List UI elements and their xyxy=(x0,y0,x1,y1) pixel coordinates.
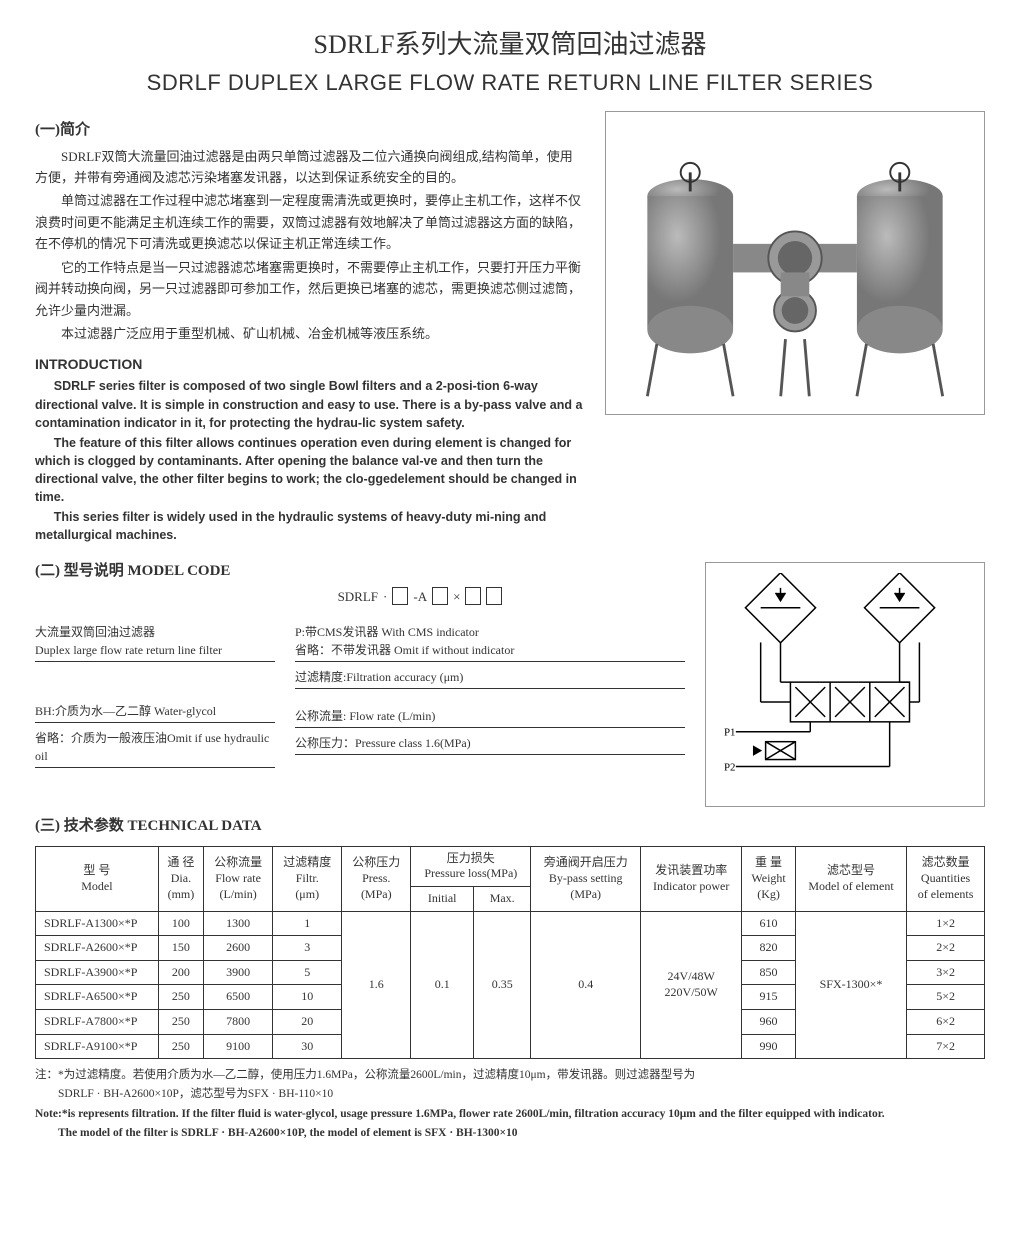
intro-p2: 单筒过滤器在工作过程中滤芯堵塞到一定程度需清洗或更换时，要停止主机工作，这样不仅… xyxy=(35,190,585,254)
table-row: SDRLF-A1300×*P100130011.60.10.350.424V/4… xyxy=(36,911,985,936)
introduction-heading: INTRODUCTION xyxy=(35,354,585,375)
code-box-3 xyxy=(465,587,481,605)
code-box-2 xyxy=(432,587,448,605)
section-intro-cn: (一)简介 xyxy=(35,119,585,142)
footnotes: 注：*为过滤精度。若使用介质为水—乙二醇，使用压力1.6MPa，公称流量2600… xyxy=(35,1067,985,1142)
port-p1: P1 xyxy=(724,726,736,738)
intro-p3: 它的工作特点是当一只过滤器滤芯堵塞需更换时，不需要停止主机工作，只要打开压力平衡… xyxy=(35,257,585,321)
title-en: SDRLF DUPLEX LARGE FLOW RATE RETURN LINE… xyxy=(35,66,985,99)
duplex-filter-illustration xyxy=(614,120,976,406)
intro-en-p3: This series filter is widely used in the… xyxy=(35,508,585,544)
mc-filter-name: 大流量双筒回油过滤器 Duplex large flow rate return… xyxy=(35,621,275,662)
code-box-1 xyxy=(392,587,408,605)
mc-flow: 公称流量: Flow rate (L/min) xyxy=(295,705,685,728)
port-p2: P2 xyxy=(724,761,736,773)
code-box-4 xyxy=(486,587,502,605)
hydraulic-schematic: P1 P2 xyxy=(705,562,985,808)
section-model-code: (二) 型号说明 MODEL CODE xyxy=(35,560,685,583)
code-a: -A xyxy=(413,587,427,607)
intro-en-p2: The feature of this filter allows contin… xyxy=(35,434,585,507)
mc-p-indicator: P:带CMS发讯器 With CMS indicator省略：不带发讯器 Omi… xyxy=(295,621,685,662)
code-prefix: SDRLF xyxy=(338,587,378,607)
title-cn: SDRLF系列大流量双筒回油过滤器 xyxy=(35,25,985,64)
section-technical-data: (三) 技术参数 TECHNICAL DATA xyxy=(35,815,985,838)
product-image xyxy=(605,111,985,415)
mc-filtration: 过滤精度:Filtration accuracy (μm) xyxy=(295,666,685,689)
mc-pressure: 公称压力：Pressure class 1.6(MPa) xyxy=(295,732,685,755)
mc-bh: BH:介质为水—乙二醇 Water-glycol xyxy=(35,700,275,723)
mc-omit: 省略：介质为一般液压油Omit if use hydraulic oil xyxy=(35,727,275,768)
model-code-template: SDRLF · -A × xyxy=(155,587,685,607)
intro-p1: SDRLF双筒大流量回油过滤器是由两只单筒过滤器及二位六通换向阀组成,结构简单，… xyxy=(35,146,585,189)
intro-p4: 本过滤器广泛应用于重型机械、矿山机械、冶金机械等液压系统。 xyxy=(35,323,585,344)
intro-en-p1: SDRLF series filter is composed of two s… xyxy=(35,377,585,431)
technical-data-table: 型 号Model 通 径Dia.(mm) 公称流量Flow rate(L/min… xyxy=(35,846,985,1059)
